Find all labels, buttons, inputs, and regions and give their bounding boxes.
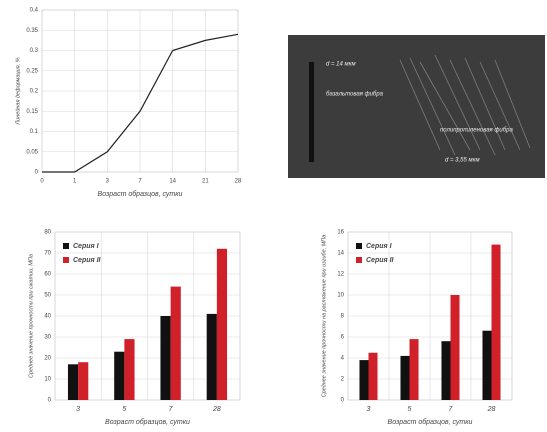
x-tick-label: 14 bbox=[169, 179, 176, 185]
bar bbox=[78, 362, 88, 400]
legend-swatch bbox=[356, 257, 362, 263]
x-tick-label: 0 bbox=[40, 179, 44, 185]
y-tick-label: 0.3 bbox=[30, 48, 39, 54]
photo-label: d = 3,55 мкм bbox=[445, 158, 480, 164]
bar bbox=[482, 331, 491, 400]
legend-swatch bbox=[63, 243, 69, 249]
x-axis-title: Возраст образцов, сутки bbox=[105, 418, 190, 426]
x-tick-label: 3 bbox=[76, 406, 80, 413]
y-tick-label: 80 bbox=[44, 230, 51, 236]
y-tick-label: 30 bbox=[44, 335, 51, 341]
y-tick-label: 0.2 bbox=[30, 89, 39, 95]
chart: 0 0.05 0.1 0.15 0.2 0.25 0.3 0.35 0.4 Линейная де… bbox=[14, 8, 242, 198]
x-tick-label: 5 bbox=[408, 406, 412, 413]
photo-background bbox=[288, 35, 545, 178]
y-axis-title: Среднее значение прочности на растяжение… bbox=[321, 235, 327, 398]
y-tick-label: 6 bbox=[341, 335, 345, 341]
y-tick-label: 0 bbox=[35, 170, 39, 176]
bar bbox=[171, 287, 181, 400]
x-axis-title: Возраст образцов, сутки bbox=[388, 418, 473, 426]
y-tick-label: 10 bbox=[44, 377, 51, 383]
y-tick-label: 60 bbox=[44, 272, 51, 278]
y-tick-label: 40 bbox=[44, 314, 51, 320]
y-tick-label: 2 bbox=[341, 377, 345, 383]
y-tick-label: 50 bbox=[44, 293, 51, 299]
x-tick-label: 28 bbox=[212, 406, 221, 413]
y-tick-label: 0.1 bbox=[30, 129, 39, 135]
legend-label: Серия I bbox=[73, 243, 100, 250]
y-tick-label: 16 bbox=[337, 230, 344, 236]
x-tick-label: 28 bbox=[487, 406, 496, 413]
legend-label: Серия I bbox=[366, 243, 393, 250]
y-tick-label: 14 bbox=[337, 251, 344, 257]
legend-swatch bbox=[63, 257, 69, 263]
bar bbox=[400, 356, 409, 400]
fiber-thick bbox=[309, 62, 314, 162]
y-tick-label: 0.25 bbox=[26, 68, 38, 74]
x-tick-label: 7 bbox=[169, 406, 174, 413]
y-tick-label: 8 bbox=[341, 314, 345, 320]
bar bbox=[68, 364, 78, 400]
photo: d = 14 мкм базальтовая фибра полипропиле… bbox=[288, 35, 545, 178]
bar bbox=[492, 245, 501, 400]
bar bbox=[124, 339, 134, 400]
photo-label: полипропиленовая фибра bbox=[440, 128, 513, 134]
x-tick-label: 1 bbox=[73, 179, 77, 185]
y-tick-label: 0.35 bbox=[26, 28, 38, 34]
photo-label: базальтовая фибра bbox=[326, 92, 384, 98]
x-tick-label: 7 bbox=[449, 406, 454, 413]
bar bbox=[369, 353, 378, 400]
legend-label: Серия II bbox=[366, 257, 395, 264]
bar bbox=[359, 360, 368, 400]
bar bbox=[160, 316, 170, 400]
legend-label: Серия II bbox=[73, 257, 102, 264]
y-axis-title: Среднее значение прочности при сжатии, М… bbox=[28, 254, 34, 378]
bar bbox=[451, 295, 460, 400]
figure: d = 14 мкм базальтовая фибра полипропиле… bbox=[0, 0, 547, 432]
y-tick-label: 4 bbox=[341, 356, 345, 362]
x-tick-label: 7 bbox=[138, 179, 142, 185]
y-tick-label: 0.15 bbox=[26, 109, 38, 115]
bar bbox=[114, 352, 124, 400]
y-tick-label: 0.4 bbox=[30, 8, 39, 14]
bar bbox=[207, 314, 217, 400]
x-tick-label: 3 bbox=[367, 406, 371, 413]
y-axis-title: Линейная деформация, % bbox=[14, 57, 21, 125]
x-tick-label: 5 bbox=[122, 406, 126, 413]
y-tick-label: 70 bbox=[44, 251, 51, 257]
chart: 0 10 20 30 40 50 60 70 80 Среднее значение прочно… bbox=[28, 230, 240, 426]
bar bbox=[410, 339, 419, 400]
y-tick-label: 20 bbox=[44, 356, 51, 362]
x-tick-label: 21 bbox=[202, 179, 209, 185]
y-tick-label: 12 bbox=[337, 272, 344, 278]
chart: 0 2 4 6 8 10 12 14 16 Среднее значение прочности … bbox=[321, 230, 512, 426]
y-tick-label: 0 bbox=[341, 398, 345, 404]
bar bbox=[217, 249, 227, 400]
x-axis-title: Возраст образцов, сутки bbox=[98, 190, 183, 198]
bar bbox=[441, 341, 450, 400]
y-tick-label: 10 bbox=[337, 293, 344, 299]
x-tick-label: 3 bbox=[106, 179, 110, 185]
photo-label: d = 14 мкм bbox=[326, 62, 356, 68]
x-tick-label: 28 bbox=[235, 179, 242, 185]
legend-swatch bbox=[356, 243, 362, 249]
y-tick-label: 0 bbox=[48, 398, 52, 404]
y-tick-label: 0.05 bbox=[26, 149, 38, 155]
